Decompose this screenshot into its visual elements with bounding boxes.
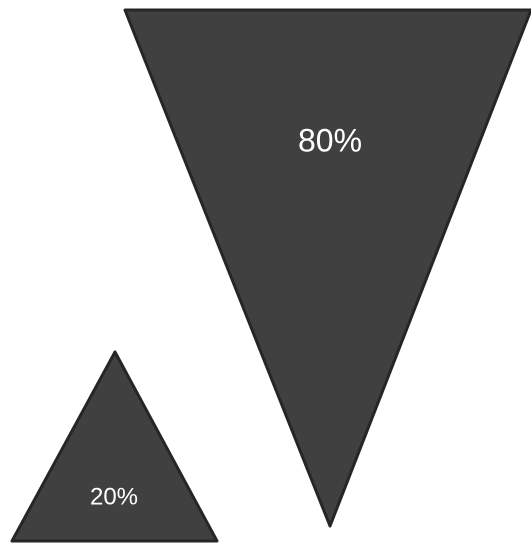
small-triangle-label: 20% <box>90 483 138 510</box>
large-inverted-triangle-shape <box>123 8 531 528</box>
large-triangle-group: 80% <box>123 8 531 528</box>
small-upright-triangle-shape <box>10 350 219 543</box>
small-triangle-group: 20% <box>10 350 219 543</box>
large-triangle-label: 80% <box>298 122 362 158</box>
